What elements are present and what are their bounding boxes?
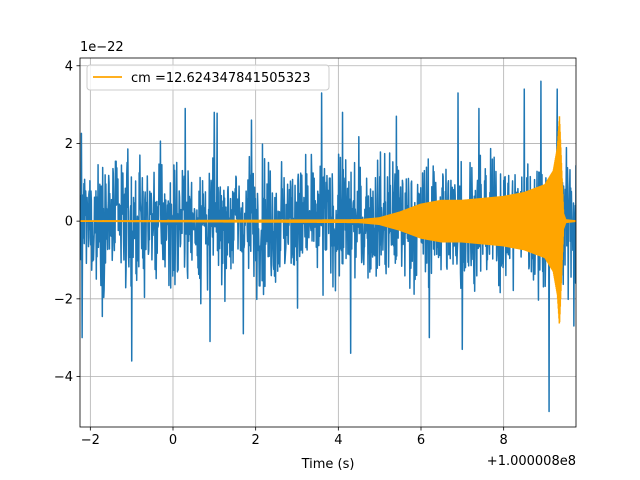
x-tick-label: 0: [169, 433, 177, 448]
x-tick-label: 4: [334, 433, 342, 448]
x-tick-label: 8: [500, 433, 508, 448]
y-axis-ticks: −4 −2 0 2 4: [54, 59, 80, 385]
chirp-line: [80, 116, 576, 324]
x-tick-label: −2: [81, 433, 100, 448]
y-tick-label: 0: [65, 215, 73, 230]
x-offset-label: +1.000008e8: [487, 454, 576, 469]
legend-label: cm =12.624347841505323: [131, 71, 311, 86]
y-tick-label: −2: [54, 292, 73, 307]
y-scale-label: 1e−22: [80, 40, 124, 55]
y-tick-label: 4: [65, 59, 73, 74]
x-tick-label: 2: [252, 433, 260, 448]
axes-frame: [79, 57, 577, 428]
y-tick-label: 2: [65, 137, 73, 152]
chirp-series: [80, 116, 576, 324]
legend: cm =12.624347841505323: [86, 64, 330, 91]
y-tick-label: −4: [54, 370, 73, 385]
legend-frame: [86, 64, 330, 91]
x-axis-ticks: −2 0 2 4 6 8: [81, 427, 508, 448]
x-axis-label: Time (s): [301, 457, 355, 472]
x-tick-label: 6: [417, 433, 425, 448]
